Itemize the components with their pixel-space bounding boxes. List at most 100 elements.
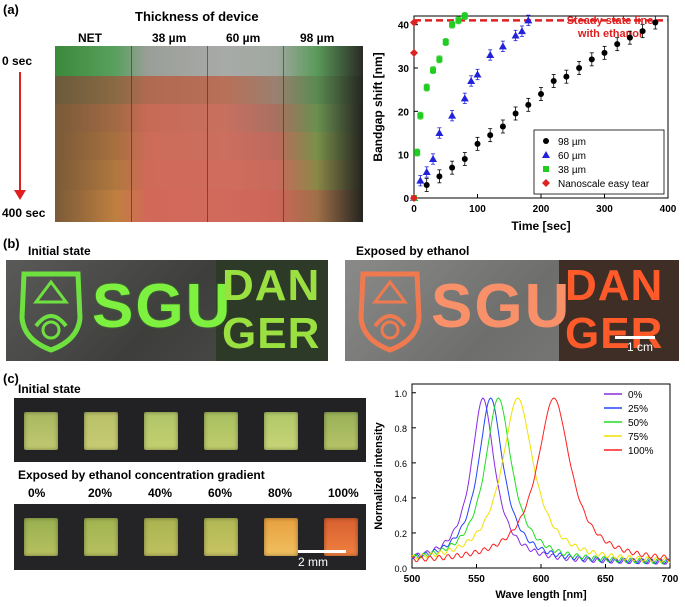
danger-exposed-line2: GER <box>565 309 664 358</box>
series-60-m <box>410 14 533 201</box>
data-point <box>511 31 520 39</box>
data-point <box>543 138 549 144</box>
panel-c-label: (c) <box>3 371 19 386</box>
data-point <box>487 132 494 139</box>
data-point <box>542 179 550 187</box>
legend-label: 38 µm <box>558 165 586 176</box>
sgu-text: SGU <box>92 272 233 341</box>
danger-text-line2: GER <box>222 309 321 358</box>
y-tick-label: 40 <box>398 21 410 32</box>
sample-tile <box>204 412 238 450</box>
legend-label: 100% <box>628 446 654 457</box>
danger-text-line1: DAN <box>222 261 321 310</box>
data-point <box>442 39 449 45</box>
data-point <box>652 19 659 26</box>
data-point <box>423 84 430 91</box>
panel-b-label: (b) <box>3 236 20 251</box>
x-tick-label: 300 <box>596 204 613 215</box>
data-point <box>423 182 430 188</box>
time-arrow-head <box>14 190 26 200</box>
sample-tile <box>144 412 178 450</box>
data-point <box>467 77 476 84</box>
data-point <box>430 67 437 74</box>
initial-state-title: Initial state <box>28 244 91 258</box>
conc-label-60: 60% <box>208 486 233 500</box>
data-point <box>473 70 482 78</box>
sample-tile <box>84 518 118 556</box>
bandgap-chart: 0 100 200 300 400 0 10 20 30 40 Time [sec] Bandgap … <box>371 12 677 233</box>
y-tick-label: 30 <box>398 64 410 75</box>
y-tick-label: 0.4 <box>394 494 407 504</box>
time-end-label: 400 sec <box>2 206 46 220</box>
data-point <box>429 155 438 162</box>
data-point <box>543 166 549 172</box>
x-tick-label: 550 <box>468 574 485 585</box>
gradient-title: Exposed by ethanol concentration gradien… <box>18 468 265 482</box>
conc-label-0: 0% <box>28 486 46 500</box>
steady-state-annotation: with ethanol <box>577 28 642 40</box>
data-point <box>436 173 443 180</box>
photo-title: Thickness of device <box>135 9 259 24</box>
thickness-photo <box>55 46 363 222</box>
data-point <box>542 151 550 158</box>
data-point <box>576 65 583 71</box>
column-header-60: 60 µm <box>226 31 261 45</box>
steady-state-annotation: Steady state line <box>567 15 654 27</box>
data-point <box>563 73 570 80</box>
data-point <box>448 111 457 119</box>
y-tick-label: 10 <box>398 151 410 162</box>
conc-label-40: 40% <box>148 486 173 500</box>
legend-label: 0% <box>628 390 643 401</box>
data-point <box>626 34 633 41</box>
spectrum-line-50pct <box>411 397 671 565</box>
x-tick-label: 0 <box>411 204 417 215</box>
conc-label-20: 20% <box>88 486 113 500</box>
y-axis-label: Bandgap shift [nm] <box>371 52 385 161</box>
data-point <box>499 123 506 130</box>
spectrum-line-100pct <box>411 397 671 563</box>
initial-state-c-title: Initial state <box>18 382 81 396</box>
x-tick-label: 400 <box>660 204 677 215</box>
spectrum-line-75pct <box>411 397 671 564</box>
legend-box <box>533 129 665 195</box>
sample-tile <box>264 518 298 556</box>
data-point <box>449 164 456 171</box>
data-point <box>538 91 544 97</box>
x-axis-label: Time [sec] <box>511 219 570 233</box>
sgu-text-exposed: SGU <box>431 272 572 341</box>
sample-tile <box>24 412 58 450</box>
data-point <box>512 110 519 117</box>
intensity-chart: 500 550 600 650 700 0.0 0.2 0.4 0.6 0.8 1.0 Wave le… <box>373 383 679 601</box>
data-point <box>461 13 468 19</box>
scale-label-1cm: 1 cm <box>627 340 654 354</box>
x-tick-label: 600 <box>533 574 550 585</box>
exposed-photo: SGU DAN GER 1 cm <box>345 260 679 361</box>
data-point <box>639 28 646 35</box>
data-point <box>601 49 608 56</box>
data-point <box>524 16 533 24</box>
x-tick-label: 200 <box>533 204 550 215</box>
legend-label: 25% <box>628 404 648 415</box>
data-point <box>449 21 456 28</box>
sample-tile <box>264 412 298 450</box>
spectrum-line-0pct <box>411 397 671 565</box>
sample-tile <box>144 518 178 556</box>
exposed-title: Exposed by ethanol <box>356 244 470 258</box>
shield-logo-icon <box>19 271 83 353</box>
panel-a-label: (a) <box>3 2 19 17</box>
legend-label: 60 µm <box>558 151 586 162</box>
shield-logo-exposed-icon <box>358 271 422 353</box>
y-tick-label: 0 <box>403 194 409 205</box>
legend-label: 50% <box>628 418 648 429</box>
data-point <box>486 51 495 58</box>
data-point <box>422 168 431 175</box>
data-point <box>550 78 557 84</box>
exposed-samples-photo <box>14 504 366 570</box>
y-tick-label: 20 <box>398 107 410 118</box>
x-tick-label: 100 <box>469 204 486 215</box>
x-axis-label: Wave length [nm] <box>495 589 587 601</box>
data-point <box>414 149 421 156</box>
sample-tile <box>24 518 58 556</box>
data-point <box>410 194 418 202</box>
data-point <box>588 56 595 63</box>
